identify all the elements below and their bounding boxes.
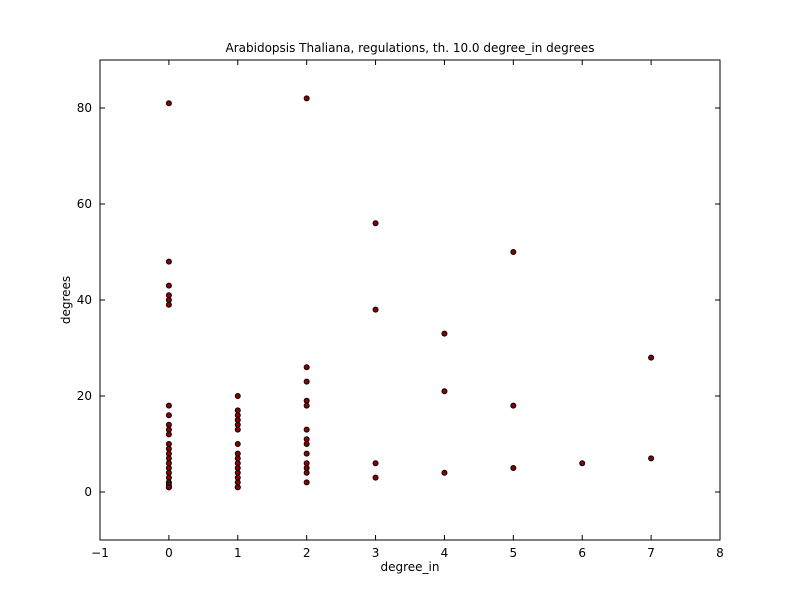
data-point xyxy=(165,431,172,438)
data-point xyxy=(303,364,310,371)
data-point xyxy=(165,445,172,452)
chart-title: Arabidopsis Thaliana, regulations, th. 1… xyxy=(226,41,595,55)
data-point xyxy=(441,330,448,337)
data-point xyxy=(303,465,310,471)
y-tick-label: 0 xyxy=(84,485,92,499)
data-point xyxy=(234,421,241,428)
data-point xyxy=(234,455,241,462)
x-tick-label: 2 xyxy=(303,546,311,560)
data-point xyxy=(165,426,172,433)
data-point xyxy=(303,460,310,467)
y-tick-label: 80 xyxy=(77,101,92,115)
y-tick-label: 60 xyxy=(77,197,92,211)
data-point xyxy=(303,436,310,443)
data-point xyxy=(441,469,448,476)
y-tick-label: 20 xyxy=(77,389,92,403)
data-point xyxy=(234,474,241,481)
data-point xyxy=(303,450,310,457)
data-point xyxy=(303,479,310,486)
data-point xyxy=(441,388,448,395)
data-point xyxy=(234,469,241,476)
data-point xyxy=(165,465,172,471)
plot-area-background xyxy=(100,60,720,540)
data-point xyxy=(165,412,172,419)
data-point xyxy=(234,412,241,419)
data-point xyxy=(303,397,310,404)
x-tick-label: 3 xyxy=(372,546,380,560)
data-point xyxy=(234,426,241,433)
data-point xyxy=(579,460,586,467)
x-tick-label: 1 xyxy=(234,546,242,560)
data-point xyxy=(303,95,310,102)
data-point xyxy=(303,402,310,409)
data-point xyxy=(303,378,310,385)
data-point xyxy=(372,220,379,227)
data-point xyxy=(165,282,172,289)
data-point xyxy=(234,460,241,467)
data-point xyxy=(303,469,310,476)
data-point xyxy=(234,417,241,423)
data-point xyxy=(372,306,379,313)
data-point xyxy=(165,258,172,265)
plot-frame xyxy=(99,59,721,541)
data-point xyxy=(165,297,172,303)
data-point xyxy=(234,465,241,471)
x-tick-label: −1 xyxy=(91,546,109,560)
data-point xyxy=(372,474,379,481)
x-axis-label: degree_in xyxy=(381,560,440,574)
data-point xyxy=(165,474,172,481)
data-point xyxy=(303,441,310,447)
data-point xyxy=(234,441,241,447)
data-point xyxy=(234,479,241,486)
data-point xyxy=(372,460,379,467)
x-tick-label: 0 xyxy=(165,546,173,560)
data-point xyxy=(510,249,517,255)
data-point xyxy=(510,402,517,409)
data-point xyxy=(234,484,241,491)
y-tick-label: 40 xyxy=(77,293,92,307)
data-point xyxy=(648,354,655,361)
x-tick-label: 6 xyxy=(578,546,586,560)
x-tick-label: 4 xyxy=(441,546,449,560)
x-tick-label: 7 xyxy=(647,546,655,560)
x-tick-label: 8 xyxy=(716,546,724,560)
data-point xyxy=(165,484,172,491)
x-tick-label: 5 xyxy=(510,546,518,560)
data-point xyxy=(165,460,172,467)
data-point xyxy=(234,393,241,399)
data-point xyxy=(303,426,310,433)
y-axis-label: degrees xyxy=(59,276,73,324)
data-point xyxy=(165,455,172,462)
data-point xyxy=(165,421,172,428)
data-point xyxy=(165,100,172,107)
data-point xyxy=(234,450,241,457)
data-point xyxy=(165,301,172,308)
data-point xyxy=(165,469,172,476)
data-point xyxy=(165,450,172,457)
data-point xyxy=(165,292,172,299)
data-point xyxy=(165,402,172,409)
data-point xyxy=(234,407,241,414)
data-point xyxy=(165,441,172,447)
data-point xyxy=(648,455,655,462)
data-point xyxy=(510,465,517,471)
